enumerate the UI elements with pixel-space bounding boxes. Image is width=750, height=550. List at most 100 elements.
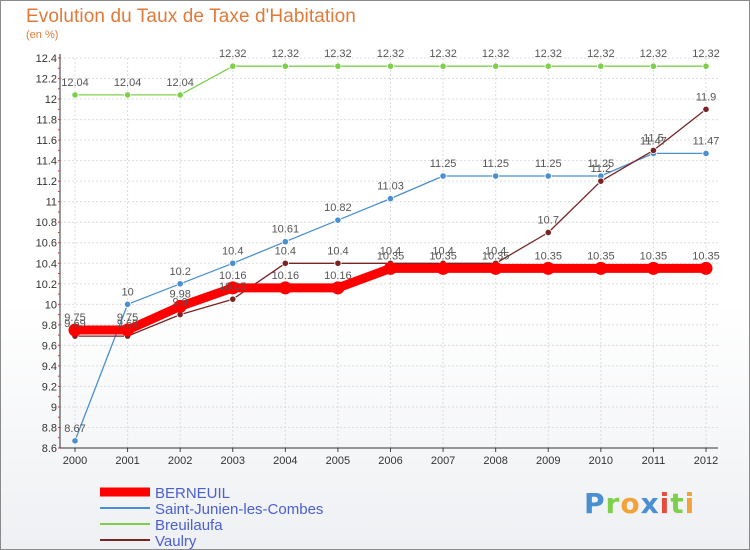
data-point: [278, 281, 292, 295]
data-point: [384, 261, 397, 275]
data-label: 12.32: [377, 48, 405, 60]
logo-letter: P: [584, 487, 606, 520]
data-label: 9.9: [173, 297, 188, 309]
data-label: 11.25: [482, 158, 509, 170]
data-label: 11.47: [640, 135, 667, 147]
data-point: [176, 280, 184, 288]
data-label: 9.75: [64, 312, 85, 324]
y-tick-label: 10.4: [36, 258, 57, 270]
data-point: [702, 149, 710, 158]
data-label: 11.9: [696, 91, 717, 103]
data-point: [229, 62, 237, 70]
y-tick-label: 9: [51, 402, 57, 414]
x-tick-label: 2006: [378, 455, 402, 467]
y-tick-label: 9.4: [42, 361, 57, 373]
logo-letter: o: [620, 487, 641, 520]
data-label: 10.4: [222, 245, 243, 257]
data-point: [334, 259, 342, 267]
x-tick-label: 2003: [221, 455, 245, 467]
y-tick-label: 12.2: [36, 74, 57, 86]
y-tick-label: 9.2: [42, 381, 57, 393]
data-label: 11.25: [587, 158, 614, 170]
data-label: 10.61: [272, 224, 300, 236]
data-label: 10.7: [538, 214, 559, 226]
legend-label: Vaulry: [155, 533, 197, 550]
legend-label: BERNEUIL: [155, 485, 230, 502]
logo-letter: i: [659, 487, 671, 520]
x-tick-label: 2005: [326, 455, 350, 467]
data-label: 10.05: [219, 281, 247, 293]
data-point: [649, 146, 658, 154]
data-label: 10.35: [587, 250, 615, 262]
data-point: [492, 62, 500, 70]
data-label: 10.35: [692, 250, 720, 262]
y-tick-label: 11.2: [36, 176, 57, 188]
data-label: 12.04: [61, 77, 89, 89]
y-tick-label: 10.2: [36, 279, 57, 291]
x-tick-label: 2010: [589, 455, 613, 467]
x-tick-label: 2009: [536, 455, 560, 467]
data-label: 10.4: [485, 245, 506, 257]
data-label: 10.4: [275, 245, 296, 257]
data-label: 9.75: [117, 312, 138, 324]
data-label: 12.32: [482, 48, 510, 60]
data-point: [386, 62, 395, 70]
data-point: [68, 323, 82, 337]
data-label: 10.82: [324, 202, 352, 214]
data-point: [229, 259, 237, 267]
x-tick-label: 2001: [115, 455, 139, 467]
data-label: 11.47: [693, 135, 720, 147]
data-point: [492, 172, 500, 180]
data-label: 9.69: [64, 318, 85, 330]
data-label: 11.25: [535, 158, 562, 170]
logo-letter: i: [684, 487, 696, 520]
y-tick-label: 8.8: [42, 422, 57, 434]
data-label: 11.2: [591, 163, 612, 175]
data-label: 12.32: [587, 48, 615, 60]
data-point: [439, 62, 447, 70]
x-tick-label: 2008: [483, 455, 507, 467]
data-label: 10.35: [377, 250, 405, 262]
data-label: 10.35: [640, 250, 668, 262]
data-point: [71, 437, 79, 445]
data-point: [226, 281, 240, 295]
y-tick-label: 12: [45, 94, 57, 106]
data-label: 11.03: [377, 181, 404, 193]
data-label: 10.4: [432, 245, 453, 257]
proxiti-logo: Proxiti: [584, 487, 695, 520]
logo-letter: t: [670, 487, 685, 520]
data-label: 11.5: [643, 132, 664, 144]
data-label: 10.35: [534, 250, 562, 262]
y-tick-label: 11.6: [36, 135, 57, 147]
x-tick-label: 2012: [694, 455, 718, 467]
data-point: [334, 62, 342, 70]
data-point: [489, 261, 503, 275]
data-label: 10.2: [169, 266, 190, 278]
y-tick-label: 11.4: [36, 156, 57, 168]
data-point: [544, 62, 552, 70]
data-label: 12.32: [534, 48, 562, 60]
x-tick-label: 2007: [431, 455, 455, 467]
x-tick-label: 2000: [63, 455, 87, 467]
data-label: 10.35: [429, 250, 457, 262]
data-label: 12.32: [429, 48, 457, 60]
data-point: [123, 91, 132, 99]
data-label: 9.98: [169, 288, 190, 300]
data-label: 10: [121, 286, 133, 298]
data-point: [436, 261, 450, 275]
legend-label: Saint-Junien-les-Combes: [155, 501, 323, 518]
data-label: 9.69: [117, 318, 138, 330]
data-label: 12.04: [166, 77, 194, 89]
data-label: 12.32: [640, 48, 668, 60]
data-point: [702, 105, 710, 113]
y-tick-label: 10.6: [36, 238, 57, 250]
data-label: 12.04: [114, 77, 142, 89]
data-label: 12.32: [219, 48, 247, 60]
data-point: [386, 195, 395, 203]
y-tick-label: 11.8: [36, 115, 57, 127]
data-point: [702, 62, 710, 70]
y-tick-label: 9.6: [42, 340, 57, 352]
data-label: 10.35: [482, 250, 510, 262]
y-tick-label: 10.8: [36, 217, 57, 229]
